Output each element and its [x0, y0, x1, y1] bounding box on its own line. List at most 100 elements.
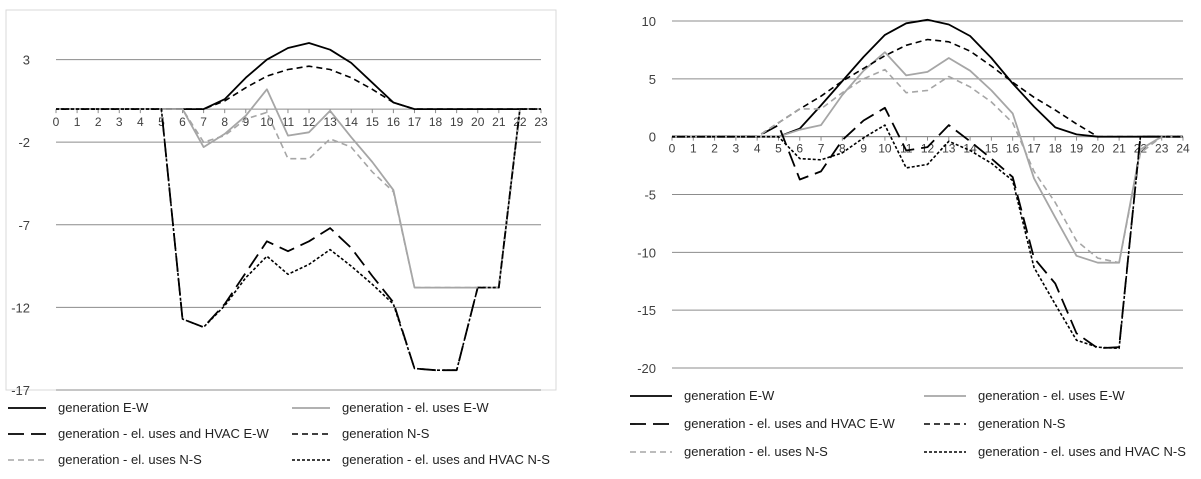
right-legend-swatch	[630, 451, 672, 453]
right-x-tick-label: 17	[1027, 142, 1041, 156]
left-legend-swatch	[8, 459, 46, 461]
left-legend-swatch	[292, 407, 330, 409]
left-x-tick-label: 15	[366, 115, 380, 129]
left-x-tick-label: 16	[387, 115, 401, 129]
left-x-tick-label: 6	[179, 115, 186, 129]
right-legend-item: generation - el. uses and HVAC N-S	[924, 444, 1194, 462]
right-series-line-6	[672, 124, 1183, 350]
left-legend-label: generation - el. uses N-S	[58, 452, 202, 467]
left-x-tick-label: 11	[282, 115, 295, 129]
right-legend-label: generation - el. uses and HVAC N-S	[978, 444, 1186, 459]
right-legend-swatch	[630, 423, 672, 425]
right-legend-item: generation E-W	[630, 388, 900, 406]
left-legend-swatch	[8, 407, 46, 409]
right-series-line-5	[672, 68, 1183, 264]
left-x-tick-label: 17	[408, 115, 422, 129]
left-x-tick-label: 4	[137, 115, 144, 129]
right-legend-item: generation N-S	[924, 416, 1194, 434]
right-legend-swatch	[630, 395, 672, 397]
left-x-tick-label: 14	[345, 115, 359, 129]
right-x-tick-label: 24	[1176, 142, 1190, 156]
left-y-tick-label: 3	[23, 53, 30, 68]
right-legend-swatch	[924, 395, 966, 397]
right-legend-swatch	[924, 451, 966, 453]
left-legend-label: generation N-S	[342, 426, 430, 441]
left-y-tick-label: -17	[11, 383, 30, 398]
right-x-tick-label: 2	[711, 142, 718, 156]
left-x-tick-label: 18	[429, 115, 443, 129]
left-series-line-1	[56, 42, 541, 110]
left-x-tick-label: 20	[471, 115, 485, 129]
right-x-tick-label: 15	[985, 142, 999, 156]
right-legend-label: generation - el. uses N-S	[684, 444, 828, 459]
right-x-tick-label: 12	[921, 142, 935, 156]
right-legend-item: generation - el. uses N-S	[630, 444, 900, 462]
left-x-tick-label: 3	[116, 115, 123, 129]
left-chart: 3-2-7-12-170 1 2 3 4 5 6 7 8 9 10 11 12 13 14 15 16 17 18 1…	[5, 9, 557, 398]
right-y-tick-label: -10	[637, 245, 656, 260]
right-x-tick-label: 1	[690, 142, 697, 156]
left-x-tick-label: 22	[513, 115, 527, 129]
right-legend-label: generation N-S	[978, 416, 1066, 431]
right-y-tick-label: 10	[642, 14, 656, 29]
left-x-tick-label: 13	[323, 115, 337, 129]
right-series-line-1	[672, 18, 1183, 138]
right-series-line-4	[672, 38, 1183, 138]
right-x-tick-label: 8	[839, 142, 846, 156]
left-x-tick-label: 10	[260, 115, 274, 129]
left-chart-panel: 3 -2 -7 -12 -17 0 1 2 3 4 5 6 7 8 9 10 11 12 13 14 15 16 17 18 1…	[0, 0, 562, 479]
left-x-tick-label: 1	[74, 115, 81, 129]
left-series-line-5	[56, 108, 541, 289]
left-series-line-6	[56, 108, 541, 372]
left-y-tick-label: -12	[11, 300, 30, 315]
right-y-tick-label: -20	[637, 361, 656, 376]
left-x-tick-label: 0	[53, 115, 60, 129]
left-series-line-2	[56, 88, 541, 289]
right-legend-label: generation - el. uses E-W	[978, 388, 1125, 403]
left-legend-item: generation N-S	[292, 426, 562, 444]
left-series-line-4	[56, 65, 541, 110]
left-legend-item: generation - el. uses E-W	[292, 400, 562, 418]
left-legend-item: generation - el. uses and HVAC E-W	[8, 426, 278, 444]
right-legend-swatch	[924, 423, 966, 425]
left-series-line-3	[56, 108, 541, 372]
right-y-tick-label: 5	[649, 72, 656, 87]
right-x-tick-label: 7	[818, 142, 825, 156]
right-x-tick-label: 10	[878, 142, 892, 156]
right-legend-label: generation E-W	[684, 388, 775, 403]
right-x-tick-label: 9	[860, 142, 867, 156]
right-x-tick-label: 16	[1006, 142, 1020, 156]
left-legend-item: generation E-W	[8, 400, 278, 418]
left-legend-label: generation - el. uses and HVAC E-W	[58, 426, 269, 441]
right-legend-item: generation - el. uses and HVAC E-W	[630, 416, 900, 434]
right-x-tick-label: 19	[1070, 142, 1084, 156]
left-x-tick-label: 12	[302, 115, 316, 129]
right-x-tick-label: 0	[669, 142, 676, 156]
left-x-tick-label: 5	[158, 115, 165, 129]
right-y-tick-label: -5	[644, 188, 656, 203]
left-y-tick-label: -2	[18, 135, 30, 150]
right-x-tick-label: 23	[1155, 142, 1169, 156]
left-x-tick-label: 9	[242, 115, 249, 129]
left-y-tick-label: -7	[18, 218, 30, 233]
left-plot-frame	[5, 9, 557, 391]
right-x-tick-label: 4	[754, 142, 761, 156]
left-x-tick-label: 7	[200, 115, 207, 129]
right-x-tick-label: 3	[733, 142, 740, 156]
left-x-tick-label: 21	[492, 115, 506, 129]
left-x-tick-label: 8	[221, 115, 228, 129]
left-legend-swatch	[292, 459, 330, 461]
left-legend-item: generation - el. uses N-S	[8, 452, 278, 470]
right-y-tick-label: 0	[649, 130, 656, 145]
left-legend-swatch	[292, 433, 330, 435]
right-legend-item: generation - el. uses E-W	[924, 388, 1194, 406]
right-x-tick-label: 6	[796, 142, 803, 156]
left-legend-label: generation - el. uses E-W	[342, 400, 489, 415]
right-x-tick-label: 18	[1049, 142, 1063, 156]
left-legend-label: generation - el. uses and HVAC N-S	[342, 452, 550, 467]
left-legend-label: generation E-W	[58, 400, 149, 415]
right-x-tick-label: 20	[1091, 142, 1105, 156]
right-chart-panel: 10 5 0 -5 -10 -15 -20 0 1 2 3 4 5 6 7 8 9 10 11 12 13 14 15 16 1…	[622, 0, 1201, 479]
left-x-tick-label: 2	[95, 115, 102, 129]
